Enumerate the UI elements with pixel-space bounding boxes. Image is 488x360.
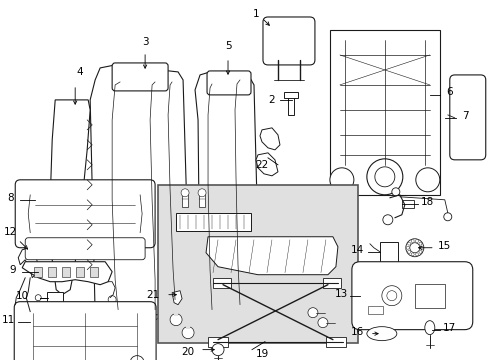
Text: 21: 21	[146, 290, 160, 300]
Text: 9: 9	[9, 265, 16, 275]
Text: 10: 10	[16, 291, 29, 301]
Text: 6: 6	[446, 87, 452, 97]
Text: 2: 2	[268, 95, 275, 105]
Text: 13: 13	[335, 289, 348, 299]
Circle shape	[443, 213, 451, 221]
Polygon shape	[172, 291, 182, 305]
Circle shape	[418, 250, 421, 253]
Text: 20: 20	[181, 347, 194, 357]
Circle shape	[410, 253, 413, 256]
Text: 22: 22	[255, 160, 268, 170]
Circle shape	[374, 167, 394, 187]
Circle shape	[366, 159, 402, 195]
Bar	[176, 213, 250, 231]
Circle shape	[406, 246, 408, 249]
Ellipse shape	[366, 327, 396, 341]
Text: 1: 1	[252, 9, 259, 19]
Circle shape	[130, 356, 144, 360]
Circle shape	[329, 168, 353, 192]
Bar	[34, 267, 42, 277]
Circle shape	[409, 243, 419, 253]
Circle shape	[382, 215, 392, 225]
Circle shape	[407, 242, 410, 245]
Text: 15: 15	[437, 241, 450, 251]
Circle shape	[198, 189, 205, 197]
Bar	[367, 306, 382, 314]
FancyBboxPatch shape	[112, 63, 168, 91]
FancyBboxPatch shape	[263, 17, 314, 65]
Polygon shape	[255, 153, 277, 176]
Bar	[414, 284, 444, 308]
Polygon shape	[90, 65, 190, 315]
Polygon shape	[18, 248, 38, 278]
Ellipse shape	[424, 321, 434, 335]
Text: 7: 7	[462, 111, 468, 121]
FancyBboxPatch shape	[15, 180, 155, 248]
Bar	[207, 337, 227, 347]
Bar	[401, 200, 413, 208]
Bar	[48, 267, 56, 277]
Text: 19: 19	[255, 348, 268, 359]
Circle shape	[28, 312, 36, 320]
Bar	[182, 193, 188, 207]
Bar	[47, 292, 63, 304]
Bar	[199, 193, 204, 207]
Bar	[62, 267, 70, 277]
FancyBboxPatch shape	[449, 75, 485, 160]
Circle shape	[407, 250, 410, 253]
Circle shape	[386, 291, 396, 301]
Circle shape	[212, 344, 224, 356]
Circle shape	[19, 307, 29, 317]
Circle shape	[381, 286, 401, 306]
Text: 8: 8	[7, 193, 14, 203]
Circle shape	[170, 314, 182, 326]
Text: 16: 16	[350, 327, 364, 337]
Text: 4: 4	[77, 67, 83, 77]
Bar	[174, 312, 178, 316]
Polygon shape	[22, 262, 112, 285]
Text: 5: 5	[224, 41, 231, 51]
Polygon shape	[50, 100, 90, 295]
Text: 3: 3	[142, 37, 148, 47]
Circle shape	[415, 253, 418, 256]
Circle shape	[391, 188, 399, 196]
Circle shape	[108, 296, 116, 304]
Circle shape	[420, 246, 423, 249]
Bar	[329, 30, 439, 195]
FancyBboxPatch shape	[206, 71, 250, 95]
Bar	[287, 95, 293, 115]
Circle shape	[181, 189, 189, 197]
FancyBboxPatch shape	[14, 302, 156, 360]
Text: 17: 17	[442, 323, 455, 333]
Bar	[76, 267, 84, 277]
Circle shape	[418, 242, 421, 245]
Circle shape	[415, 168, 439, 192]
Circle shape	[415, 240, 418, 243]
Bar	[90, 267, 98, 277]
Polygon shape	[205, 237, 337, 275]
Circle shape	[317, 318, 327, 328]
Circle shape	[35, 295, 41, 301]
Text: 14: 14	[350, 245, 364, 255]
Bar	[158, 185, 357, 343]
Bar	[185, 325, 190, 329]
Circle shape	[405, 239, 423, 257]
Text: 18: 18	[420, 197, 433, 207]
Bar	[379, 242, 397, 262]
Bar	[322, 278, 340, 288]
Circle shape	[182, 327, 194, 339]
Bar	[213, 278, 230, 288]
FancyBboxPatch shape	[25, 238, 145, 260]
Bar	[325, 337, 345, 347]
Text: 11: 11	[1, 315, 15, 325]
Text: 12: 12	[3, 227, 17, 237]
Polygon shape	[195, 72, 260, 315]
Circle shape	[307, 308, 317, 318]
FancyBboxPatch shape	[351, 262, 472, 330]
Circle shape	[410, 240, 413, 243]
Bar	[284, 92, 297, 98]
Polygon shape	[260, 128, 280, 150]
